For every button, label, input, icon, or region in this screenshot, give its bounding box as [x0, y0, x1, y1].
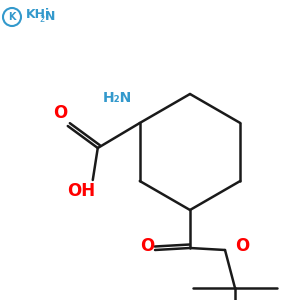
- Text: K: K: [8, 12, 16, 22]
- Text: N: N: [45, 11, 56, 23]
- Text: O: O: [140, 237, 154, 255]
- Text: O: O: [52, 104, 67, 122]
- Text: H₂N: H₂N: [103, 91, 132, 105]
- Text: 2: 2: [39, 14, 44, 23]
- Text: O: O: [235, 237, 249, 255]
- Text: KHi: KHi: [26, 8, 50, 22]
- Text: OH: OH: [67, 182, 95, 200]
